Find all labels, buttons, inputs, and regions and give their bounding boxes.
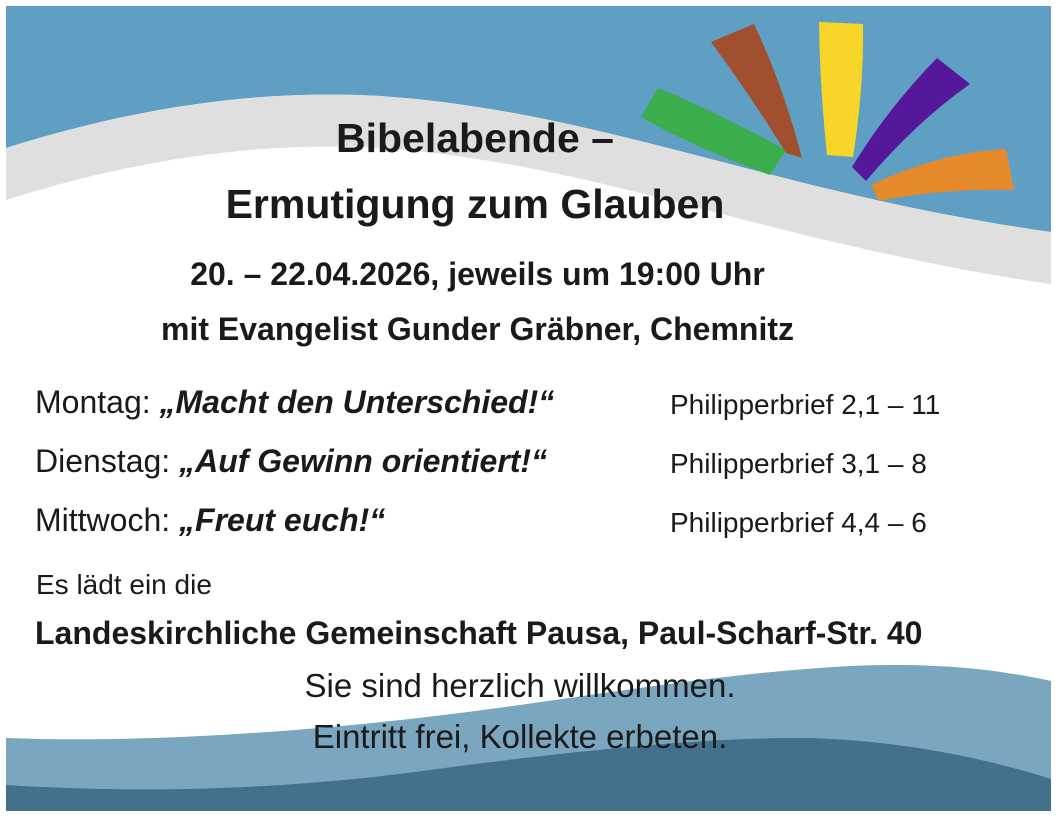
fan-petal-orange-icon [871, 149, 1014, 201]
schedule-row-monday: Montag: „Macht den Unterschied!“ Philipp… [35, 384, 1037, 426]
schedule-entry: Mittwoch: „Freut euch!“ [35, 502, 385, 539]
schedule-entry: Dienstag: „Auf Gewinn orientiert!“ [35, 443, 547, 480]
bottom-wave-dark [6, 737, 1051, 811]
host-name-address: Landeskirchliche Gemeinschaft Pausa, Pau… [35, 615, 923, 651]
schedule-day-label: Dienstag: [35, 443, 180, 479]
event-speaker-line: mit Evangelist Gunder Gräbner, Chemnitz [160, 311, 794, 347]
schedule-day-label: Mittwoch: [35, 502, 180, 538]
schedule-topic: „Macht den Unterschied!“ [159, 384, 555, 420]
footer-welcome-text: Sie sind herzlich willkommen. [304, 667, 736, 704]
fan-petal-purple-icon [852, 58, 970, 181]
fan-petal-brown-icon [711, 24, 802, 158]
host-intro-text: Es lädt ein die [36, 569, 212, 600]
footer-admission-text: Eintritt frei, Kollekte erbeten. [312, 718, 728, 755]
schedule-row-wednesday: Mittwoch: „Freut euch!“ Philipperbrief 4… [35, 502, 1037, 544]
fan-petal-green-icon [641, 88, 786, 175]
top-blue-wave [6, 6, 1051, 232]
fan-petal-yellow-icon [819, 22, 864, 157]
event-date-line: 20. – 22.04.2026, jeweils um 19:00 Uhr [190, 256, 765, 292]
schedule-bible-reference: Philipperbrief 3,1 – 8 [670, 448, 927, 479]
schedule-entry: Montag: „Macht den Unterschied!“ [35, 384, 554, 421]
schedule-row-tuesday: Dienstag: „Auf Gewinn orientiert!“ Phili… [35, 443, 1037, 485]
fan-logo-icon [641, 22, 1014, 201]
schedule-bible-reference: Philipperbrief 4,4 – 6 [670, 507, 927, 538]
schedule-bible-reference: Philipperbrief 2,1 – 11 [670, 389, 941, 420]
schedule-day-label: Montag: [35, 384, 160, 420]
gray-ribbon-wave [6, 94, 1051, 284]
schedule-topic: „Auf Gewinn orientiert!“ [179, 443, 548, 479]
title-line-1: Bibelabende – [336, 115, 614, 161]
title-line-2: Ermutigung zum Glauben [225, 181, 725, 227]
schedule-topic: „Freut euch!“ [179, 502, 386, 538]
